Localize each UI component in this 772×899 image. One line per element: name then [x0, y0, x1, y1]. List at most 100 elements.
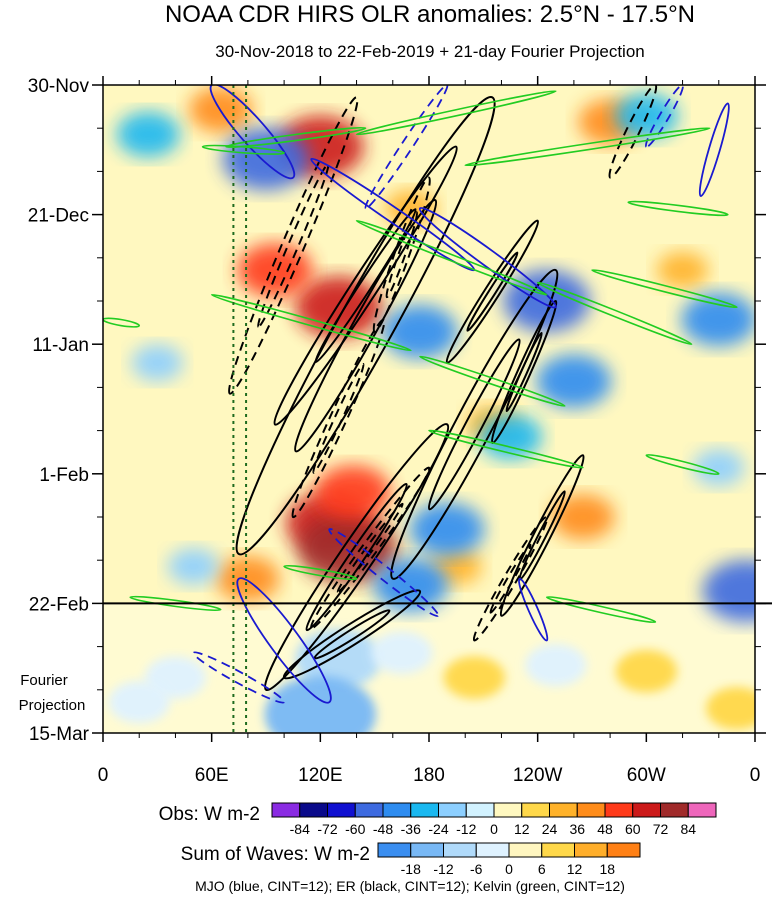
er-contour-inner — [313, 609, 391, 660]
waves-colorbar-level-label: 6 — [538, 861, 546, 877]
x-axis: 0 60E 120E 180 120W 60W 0 — [98, 76, 760, 786]
er-contour-inner — [294, 198, 438, 453]
er-contour — [390, 268, 559, 580]
positive-anomaly-blob — [237, 243, 313, 297]
negative-anomaly-blob — [222, 128, 310, 191]
kelvin-contours — [103, 90, 738, 624]
projection-negative-blob — [295, 629, 382, 689]
kelvin-contour — [355, 90, 557, 136]
waves-colorbar-level-label: -6 — [470, 861, 483, 877]
mjo-contour — [698, 102, 730, 197]
obs-colorbar-level-label: 12 — [514, 821, 530, 837]
kelvin-contour — [103, 317, 141, 328]
kelvin-contour — [428, 429, 584, 469]
obs-colorbar-level-label: -36 — [401, 821, 421, 837]
negative-anomaly-blob — [536, 354, 612, 409]
positive-anomaly-blob — [656, 251, 709, 289]
obs-colorbar-swatch — [493, 802, 523, 818]
kelvin-contour — [545, 596, 657, 624]
er-contour-inner — [257, 163, 330, 328]
mjo-contour — [518, 577, 549, 642]
negative-anomaly-blob — [131, 344, 184, 382]
y-tick-label: 15-Mar — [29, 724, 90, 745]
er-contour — [291, 318, 386, 519]
negative-anomaly-blob — [503, 270, 591, 332]
projection-negative-blob — [525, 643, 587, 687]
er-contour — [264, 423, 450, 692]
er-contour — [282, 589, 422, 680]
obs-colorbar: Obs: W m-2 -84 -72 -60 -48 -36 -24 -12 0 12 24 36 4… — [159, 802, 717, 837]
positive-anomaly-blob — [298, 512, 397, 584]
obs-colorbar-swatch — [632, 802, 661, 818]
obs-colorbar-level-label: -12 — [456, 821, 476, 837]
y-tick-label: 30-Nov — [28, 76, 90, 97]
reference-longitude-lines — [232, 85, 248, 733]
er-contour-inner — [505, 331, 543, 413]
kelvin-contour — [129, 595, 222, 612]
obs-colorbar-swatch — [521, 802, 550, 818]
waves-colorbar-label: Sum of Waves: W m-2 — [181, 844, 370, 865]
contour-legend: MJO (blue, CINT=12); ER (black, CINT=12)… — [195, 878, 625, 894]
y-tick-label: 21-Dec — [28, 206, 89, 227]
x-tick-label: 120E — [298, 765, 342, 786]
projection-label-line1: Fourier — [20, 672, 68, 689]
chart-subtitle: 30-Nov-2018 to 22-Feb-2019 + 21-day Four… — [215, 42, 645, 61]
er-contour-inner — [312, 363, 365, 474]
obs-colorbar-level-label: 0 — [490, 821, 498, 837]
er-contour-inner — [314, 208, 417, 364]
obs-colorbar-swatch — [438, 802, 467, 818]
projection-positive-blob — [706, 687, 755, 730]
y-tick-label: 22-Feb — [29, 594, 89, 615]
mjo-contour — [236, 577, 332, 704]
obs-colorbar-level-label: 84 — [680, 821, 696, 837]
x-tick-label: 60W — [627, 765, 666, 786]
kelvin-contour — [645, 454, 720, 476]
waves-colorbar-level-label: -18 — [401, 861, 421, 877]
x-tick-label: 120W — [513, 765, 563, 786]
obs-colorbar-swatch — [410, 802, 439, 818]
kelvin-contour — [419, 355, 566, 407]
kelvin-contour — [283, 564, 358, 581]
obs-colorbar-level-label: 72 — [653, 821, 669, 837]
projection-negative-blob — [108, 680, 170, 724]
negative-anomaly-blob — [693, 449, 745, 487]
obs-colorbar-swatch — [465, 802, 495, 818]
plot-area — [103, 85, 755, 733]
er-contour — [273, 145, 458, 426]
x-tick-label: 60E — [195, 765, 229, 786]
kelvin-contour — [627, 200, 729, 217]
obs-colorbar-swatch — [299, 802, 328, 818]
waves-colorbar-swatch — [377, 842, 412, 858]
er-contour-inner — [489, 543, 532, 614]
negative-anomaly-blob — [702, 560, 755, 623]
er-contour — [499, 454, 585, 617]
obs-colorbar-swatch — [687, 802, 717, 818]
obs-colorbar-level-label: 48 — [597, 821, 613, 837]
kelvin-contour — [201, 144, 285, 155]
waves-colorbar-swatch — [574, 842, 608, 858]
mjo-contour — [364, 85, 449, 210]
er-contour — [309, 466, 431, 630]
obs-colorbar-level-label: 36 — [569, 821, 585, 837]
obs-colorbar-swatch — [382, 802, 412, 818]
obs-colorbar-swatch — [327, 802, 356, 818]
waves-colorbar-swatch — [541, 842, 575, 858]
projection-negative-blob — [371, 631, 433, 675]
obs-colorbar-level-label: -24 — [428, 821, 448, 837]
kelvin-contour — [355, 219, 548, 296]
obs-colorbar-swatch — [271, 802, 301, 818]
projection-label-line2: Projection — [19, 697, 86, 714]
kelvin-contour — [536, 281, 693, 346]
observed-anomaly-field — [116, 87, 755, 623]
obs-colorbar-level-label: -72 — [317, 821, 337, 837]
kelvin-contour — [210, 293, 412, 352]
obs-colorbar-swatch — [354, 802, 384, 818]
waves-colorbar-swatch — [443, 842, 477, 858]
positive-anomaly-blob — [216, 556, 280, 602]
mjo-contour — [418, 207, 557, 309]
er-contour — [228, 96, 359, 395]
obs-colorbar-level-label: -60 — [345, 821, 365, 837]
waves-colorbar-level-label: -12 — [433, 861, 453, 877]
projection-negative-blob — [264, 675, 376, 733]
negative-anomaly-blob — [409, 502, 485, 557]
